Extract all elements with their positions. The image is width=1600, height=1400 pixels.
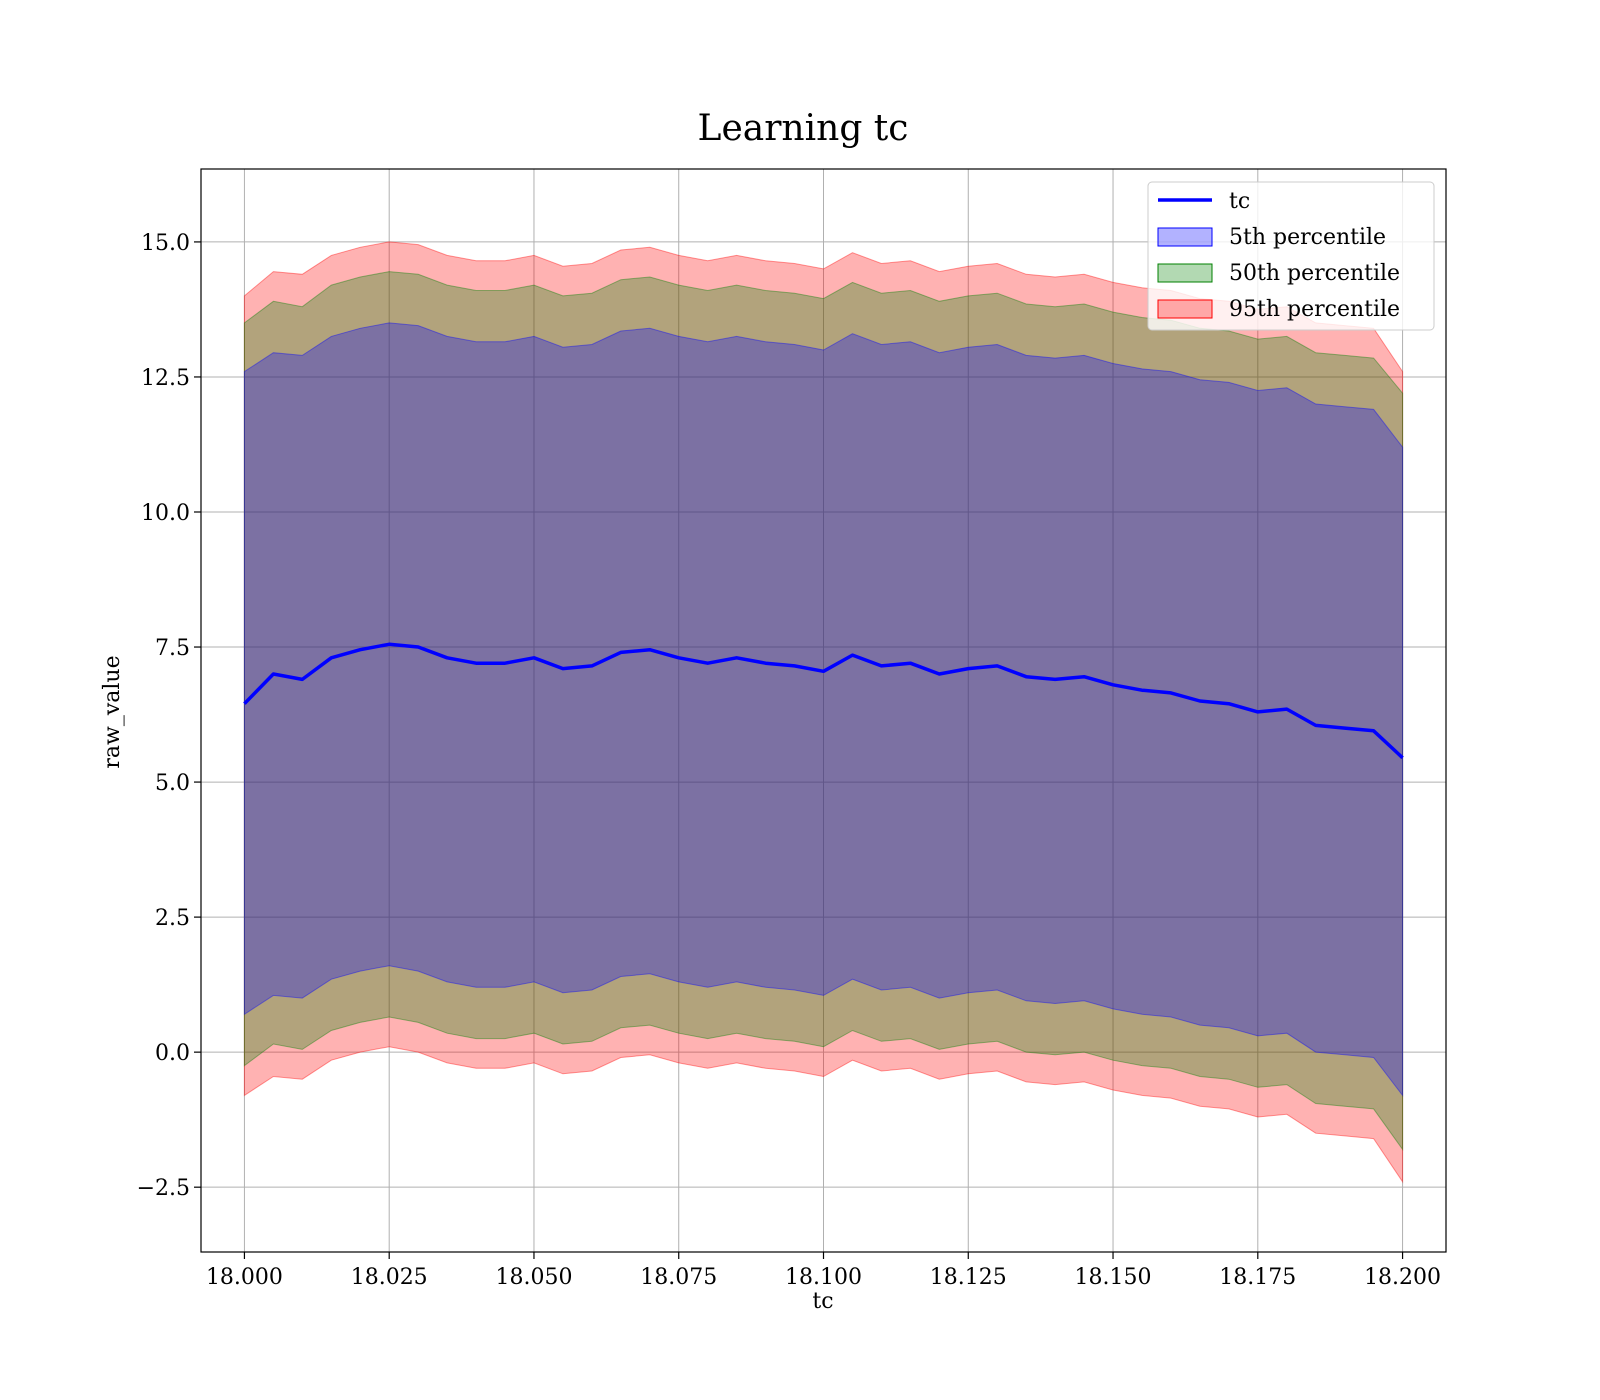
x-tick-label: 18.100 [785,1265,862,1290]
legend-swatch-95th [1157,299,1213,319]
plot-area [200,168,1447,1253]
band-50th-percentile [243,271,1404,1151]
y-tick-label: 2.5 [155,906,190,931]
band-95th-percentile [243,241,1404,1184]
legend-swatch-5th [1157,227,1213,247]
x-tick-label: 18.150 [1075,1265,1152,1290]
tc-line-layer [243,642,1404,760]
y-tick-label: −2.5 [137,1176,190,1201]
x-axis-label: tc [812,1289,833,1314]
legend-swatch-50th [1157,263,1213,283]
legend-label-tc: tc [1229,189,1250,214]
y-tick-label: 15.0 [141,231,190,256]
legend-label-95th: 95th percentile [1229,297,1400,322]
x-tick-label: 18.000 [206,1265,283,1290]
y-tick-label: 0.0 [155,1041,190,1066]
y-tick-label: 12.5 [141,366,190,391]
x-tick-label: 18.050 [495,1265,572,1290]
legend-label-50th: 50th percentile [1229,261,1400,286]
x-tick-label: 18.200 [1364,1265,1441,1290]
tc-line [243,642,1404,760]
grid-lines [201,169,1446,1252]
legend-frame [1147,181,1435,331]
x-tick-label: 18.175 [1219,1265,1296,1290]
x-tick-label: 18.075 [640,1265,717,1290]
legend-label-5th: 5th percentile [1229,225,1386,250]
x-axis-ticks: 18.000 18.025 18.050 18.075 18.100 18.125 18.1… [206,1252,1441,1290]
y-axis-label: raw_value [100,655,125,768]
y-tick-label: 7.5 [155,636,190,661]
x-tick-label: 18.125 [930,1265,1007,1290]
percentile-bands [243,241,1404,1184]
band-5th-percentile [243,322,1404,1097]
x-tick-label: 18.025 [351,1265,428,1290]
y-tick-label: 10.0 [141,501,190,526]
chart-title: Learning tc [698,108,909,149]
y-axis-ticks: −2.5 0.0 2.5 5.0 7.5 10.0 12.5 15.0 [137,231,201,1201]
y-tick-label: 5.0 [155,771,190,796]
legend: tc 5th percentile 50th percentile 95th p… [1147,181,1435,331]
